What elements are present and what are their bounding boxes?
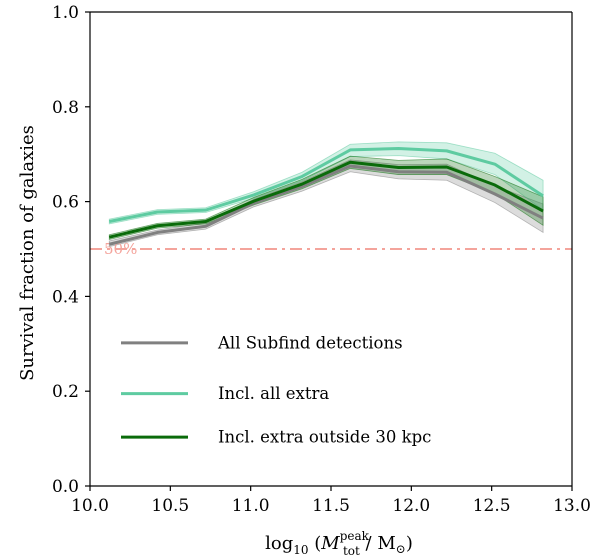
y-tick-label: 0.8 bbox=[52, 98, 79, 118]
x-tick-label: 12.5 bbox=[473, 496, 511, 516]
y-tick-label: 0.6 bbox=[52, 193, 79, 213]
legend-label-1: Incl. all extra bbox=[218, 384, 329, 403]
x-tick-label: 12.0 bbox=[392, 496, 430, 516]
tick-marks-and-labels: 10.0 10.5 11.0 11.5 12.0 12.5 13.0 0.0 0.2 0.4 0.6… bbox=[52, 3, 591, 516]
y-tick-label: 0.0 bbox=[52, 477, 79, 497]
y-axis-label: Survival fraction of galaxies bbox=[17, 125, 38, 381]
legend: All Subfind detections Incl. all extra Inc… bbox=[121, 333, 431, 447]
legend-label-0: All Subfind detections bbox=[217, 333, 403, 352]
legend-label-2: Incl. extra outside 30 kpc bbox=[218, 428, 431, 447]
x-tick-label: 11.0 bbox=[232, 496, 270, 516]
y-tick-label: 0.2 bbox=[52, 382, 79, 402]
series-lines bbox=[108, 147, 544, 246]
series-line-0 bbox=[108, 164, 544, 246]
y-tick-label: 0.4 bbox=[52, 287, 79, 307]
x-axis-label: log10 (Mpeak tot / M⊙) bbox=[265, 529, 413, 558]
x-tick-label: 10.5 bbox=[151, 496, 189, 516]
x-tick-label: 10.0 bbox=[71, 496, 109, 516]
x-tick-label: 11.5 bbox=[312, 496, 350, 516]
reference-line-group: 50% bbox=[90, 240, 572, 258]
series-line-2 bbox=[108, 160, 544, 239]
series-line-1 bbox=[108, 147, 544, 223]
y-tick-label: 1.0 bbox=[52, 3, 79, 23]
x-tick-label: 13.0 bbox=[553, 496, 591, 516]
